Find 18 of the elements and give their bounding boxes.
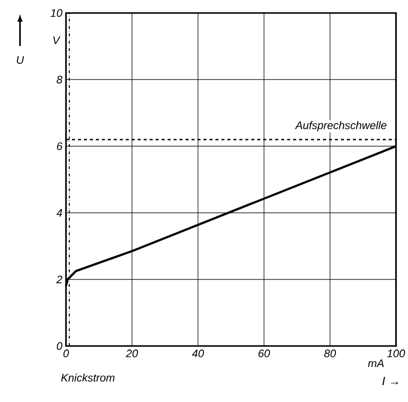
x-tick-label: 100 xyxy=(387,350,406,358)
text: V xyxy=(53,36,60,44)
y-tick-label: 0 xyxy=(56,342,62,350)
x-tick-label: 0 xyxy=(63,350,69,358)
y-tick-label: 6 xyxy=(56,142,62,150)
y-tick-label: 8 xyxy=(56,76,62,84)
y-tick-label: 10 xyxy=(50,9,62,17)
x-tick-label: 20 xyxy=(126,350,138,358)
y-axis-title: U xyxy=(16,56,24,64)
text: mA xyxy=(368,360,384,368)
x-axis-title: I → xyxy=(382,376,398,386)
y-tick-label: 4 xyxy=(56,209,62,217)
x-tick-label: 40 xyxy=(192,350,204,358)
ref-line-label: Knickstrom xyxy=(61,374,114,382)
ref-line-label: Aufsprechschwelle xyxy=(294,121,386,132)
x-tick-label: 60 xyxy=(258,350,270,358)
x-tick-label: 80 xyxy=(324,350,336,358)
y-tick-label: 2 xyxy=(56,276,62,284)
